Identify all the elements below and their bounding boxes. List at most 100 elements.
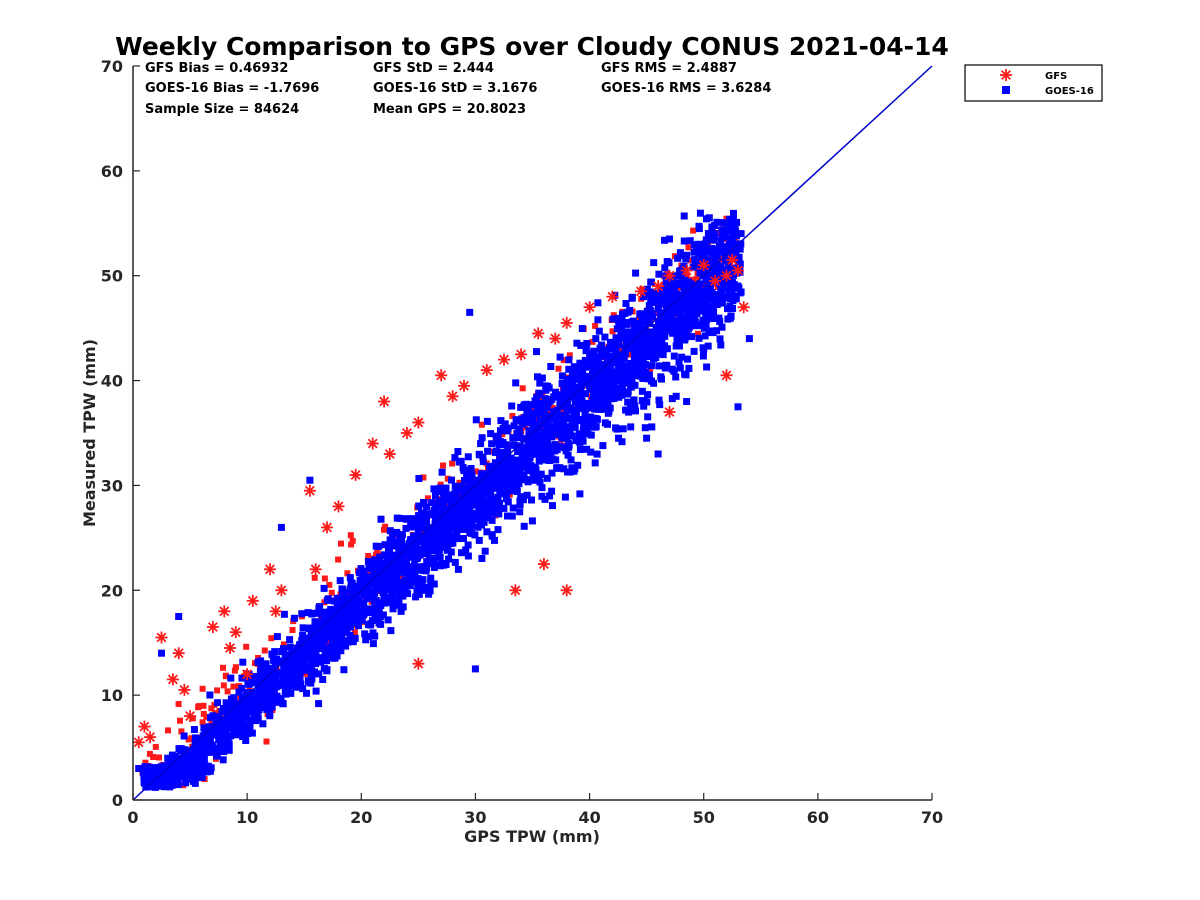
- goes16-density-point: [488, 478, 496, 486]
- goes16-density-point: [663, 307, 671, 315]
- goes16-density-point: [388, 534, 396, 541]
- goes16-density-point: [617, 355, 625, 363]
- goes16-density-point: [644, 315, 652, 323]
- goes16-density-point: [626, 359, 634, 367]
- goes16-density-point: [703, 316, 711, 323]
- stat-annotation: GOES-16 StD = 3.1676: [373, 81, 537, 96]
- goes16-density-point: [346, 574, 354, 582]
- legend-gfs-label: GFS: [1045, 71, 1067, 82]
- x-tick-label: 60: [807, 808, 829, 827]
- goes16-density-point: [509, 441, 517, 449]
- goes16-density-point: [588, 418, 596, 426]
- goes16-density-point: [408, 546, 416, 554]
- goes16-density-point: [577, 378, 585, 385]
- goes16-density-point: [717, 238, 725, 246]
- goes16-density-point: [601, 352, 609, 360]
- goes16-density-point: [346, 609, 354, 616]
- goes16-density-point: [239, 733, 247, 740]
- goes16-density-point: [266, 680, 274, 688]
- goes16-point: [700, 345, 708, 353]
- goes16-density-point: [485, 474, 493, 482]
- goes16-density-point: [561, 493, 569, 501]
- goes16-density-point: [558, 433, 565, 441]
- goes16-density-point: [708, 293, 716, 301]
- goes16-density-point: [426, 559, 434, 567]
- goes16-density-point: [706, 282, 714, 290]
- goes16-density-point: [618, 359, 626, 367]
- goes16-density-point: [558, 426, 566, 434]
- gfs-density-point: [566, 352, 573, 359]
- goes16-density-point: [329, 642, 337, 650]
- goes16-point: [466, 308, 474, 316]
- goes16-density-point: [204, 740, 212, 748]
- goes16-density-point: [445, 491, 452, 499]
- gfs-density-point: [348, 541, 355, 548]
- legend: GFS GOES-16: [964, 64, 1103, 102]
- goes16-density-point: [590, 362, 598, 370]
- goes16-density-point: [587, 448, 595, 456]
- goes16-density-point: [635, 367, 643, 375]
- goes16-density-point: [708, 255, 716, 263]
- goes16-density-point: [452, 505, 460, 513]
- goes16-density-point: [402, 524, 410, 532]
- goes16-density-point: [398, 578, 406, 586]
- goes16-density-point: [447, 539, 455, 547]
- goes16-density-point: [669, 329, 677, 337]
- goes16-density-point: [647, 278, 655, 286]
- goes16-density-point: [499, 458, 507, 466]
- goes16-density-point: [322, 618, 330, 626]
- goes16-density-point: [666, 313, 674, 321]
- goes16-density-point: [159, 767, 167, 774]
- goes16-density-point: [579, 361, 587, 369]
- gfs-point: [537, 558, 550, 571]
- x-tick-label: 40: [578, 808, 600, 827]
- goes16-density-point: [593, 365, 601, 373]
- goes16-density-point: [643, 353, 651, 360]
- goes16-density-point: [718, 323, 726, 331]
- goes16-density-point: [386, 558, 394, 566]
- goes16-density-point: [229, 716, 237, 724]
- goes16-density-point: [227, 695, 235, 703]
- goes16-density-point: [451, 482, 459, 490]
- gfs-density-point: [555, 365, 562, 372]
- goes16-density-point: [552, 423, 560, 430]
- goes16-density-point: [352, 604, 360, 612]
- gfs-density-point: [142, 759, 149, 766]
- goes16-density-point: [630, 317, 637, 325]
- goes16-density-point: [688, 333, 696, 341]
- goes16-density-point: [369, 589, 377, 597]
- gfs-point: [383, 448, 396, 460]
- goes16-density-point: [690, 308, 698, 316]
- goes16-density-point: [464, 519, 471, 527]
- goes16-density-point: [360, 580, 368, 588]
- goes16-density-point: [423, 503, 430, 511]
- gfs-density-point: [420, 474, 427, 481]
- goes16-density-point: [600, 399, 608, 407]
- goes16-density-point: [220, 738, 228, 746]
- goes16-density-point: [461, 477, 468, 484]
- gfs-density-point: [335, 556, 342, 563]
- goes16-density-point: [486, 507, 494, 515]
- goes16-density-point: [621, 309, 629, 317]
- goes16-density-point: [715, 247, 723, 255]
- goes16-density-point: [597, 348, 605, 355]
- goes16-density-point: [615, 434, 622, 442]
- goes16-density-point: [387, 627, 395, 635]
- goes16-density-point: [704, 342, 712, 350]
- goes16-density-point: [196, 774, 204, 782]
- goes16-density-point: [239, 729, 247, 737]
- goes16-density-point: [727, 312, 735, 320]
- goes16-density-point: [564, 451, 572, 459]
- goes16-density-point: [588, 353, 596, 361]
- goes16-density-point: [682, 255, 690, 262]
- gfs-point: [166, 673, 179, 686]
- goes16-density-point: [312, 655, 320, 663]
- goes16-density-point: [403, 547, 410, 554]
- goes16-density-point: [212, 729, 220, 737]
- goes16-density-point: [584, 363, 592, 371]
- gfs-point: [606, 290, 619, 303]
- goes16-density-point: [518, 453, 526, 461]
- goes16-density-point: [544, 382, 552, 390]
- goes16-density-point: [653, 345, 661, 353]
- goes16-density-point: [716, 335, 724, 343]
